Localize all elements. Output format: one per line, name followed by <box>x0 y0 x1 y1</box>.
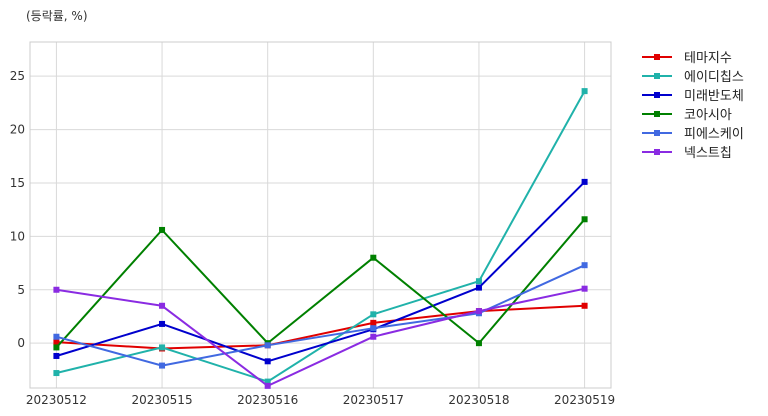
series-5 <box>53 285 588 389</box>
x-tick-labels: 20230512 20230515 20230516 20230517 20230518… <box>26 393 615 407</box>
x-tick-label: 20230515 <box>132 393 193 407</box>
data-point <box>159 302 166 309</box>
data-point <box>475 340 482 347</box>
data-point <box>581 302 588 309</box>
data-point <box>53 286 60 293</box>
y-axis-unit-label: (등락률, %) <box>26 9 88 23</box>
y-tick-label: 10 <box>10 229 25 243</box>
x-tick-label: 20230516 <box>237 393 298 407</box>
data-point <box>53 352 60 359</box>
x-tick-label: 20230518 <box>448 393 509 407</box>
data-point <box>264 358 271 365</box>
data-point <box>159 320 166 327</box>
data-point <box>370 254 377 261</box>
legend-item: 피에스케이 <box>642 127 744 142</box>
data-point <box>581 216 588 223</box>
legend-item: 미래반도체 <box>642 89 744 104</box>
series-layer <box>53 88 588 389</box>
legend-swatch-marker <box>654 111 660 117</box>
legend-swatch-marker <box>654 130 660 136</box>
data-point <box>159 344 166 351</box>
legend-swatch-marker <box>654 149 660 155</box>
series-line <box>56 90 586 383</box>
legend-item: 넥스트칩 <box>642 146 732 161</box>
data-point <box>53 344 60 351</box>
data-point <box>370 319 377 326</box>
data-point <box>370 325 377 332</box>
data-point <box>475 278 482 285</box>
y-tick-labels: 0 5 10 15 20 25 <box>10 69 25 350</box>
data-point <box>370 311 377 318</box>
data-point <box>581 178 588 185</box>
data-point <box>581 285 588 292</box>
y-tick-label: 20 <box>10 123 25 137</box>
data-point <box>53 333 60 340</box>
legend-item: 테마지수 <box>642 51 732 66</box>
data-point <box>53 370 60 377</box>
data-point <box>159 362 166 369</box>
series-1 <box>53 88 588 385</box>
y-tick-label: 0 <box>17 336 25 350</box>
legend-item: 코아시아 <box>642 108 732 123</box>
series-line <box>56 304 585 350</box>
legend-label: 미래반도체 <box>684 89 744 104</box>
x-tick-label: 20230517 <box>343 393 404 407</box>
series-4 <box>53 262 588 369</box>
legend-label: 테마지수 <box>684 51 732 66</box>
y-tick-label: 15 <box>10 176 25 190</box>
data-point <box>370 333 377 340</box>
series-line <box>56 287 585 387</box>
series-line <box>56 264 586 367</box>
data-point <box>475 284 482 291</box>
plot-frame <box>29 41 612 389</box>
data-point <box>264 382 271 389</box>
data-point <box>581 88 588 95</box>
legend-label: 피에스케이 <box>684 127 744 142</box>
data-point <box>53 339 60 346</box>
y-tick-label: 25 <box>10 69 25 83</box>
legend-label: 코아시아 <box>684 108 732 123</box>
data-point <box>475 308 482 315</box>
legend-swatch-marker <box>654 54 660 60</box>
legend-item: 에이디칩스 <box>642 70 744 85</box>
legend-swatch-marker <box>654 73 660 79</box>
legend-swatch-marker <box>654 92 660 98</box>
y-tick-label: 5 <box>17 283 25 297</box>
x-tick-label: 20230519 <box>554 393 615 407</box>
data-point <box>581 262 588 269</box>
series-line <box>56 181 586 363</box>
x-tick-label: 20230512 <box>26 393 87 407</box>
data-point <box>159 226 166 233</box>
legend-label: 에이디칩스 <box>684 70 744 85</box>
data-point <box>264 378 271 385</box>
data-point <box>264 342 271 349</box>
series-line <box>55 218 586 349</box>
legend-label: 넥스트칩 <box>684 146 732 161</box>
